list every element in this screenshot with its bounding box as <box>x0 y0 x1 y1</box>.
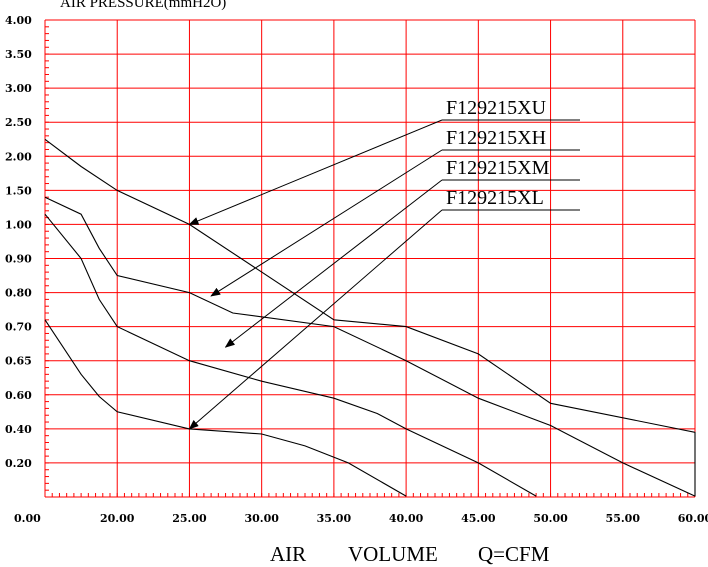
legend-pointer-arrow <box>188 119 443 225</box>
y-tick-label: 2.50 <box>5 116 32 129</box>
x-tick-label: 40.00 <box>389 512 424 525</box>
x-axis-title-part: Q=CFM <box>478 542 550 566</box>
y-tick-label: 3.50 <box>5 48 32 61</box>
curves <box>44 138 696 497</box>
axis-ticks: 0.00 20.00 25.00 30.00 35.00 40.00 45.00 50.00 5… <box>5 14 708 525</box>
x-axis-title: AIR VOLUME Q=CFM <box>270 542 550 566</box>
y-tick-label: 4.00 <box>5 14 32 27</box>
legend-label: F129215XM <box>446 157 550 179</box>
x-tick-label: 60.00 <box>678 512 708 525</box>
legend: F129215XU F129215XH F129215XM F129215XL <box>188 97 580 430</box>
y-tick-label: 0.90 <box>5 253 32 266</box>
y-tick-label: 0.40 <box>5 423 32 436</box>
x-tick-label: 45.00 <box>461 512 496 525</box>
y-tick-label: 0.20 <box>5 457 32 470</box>
y-tick-label: 1.50 <box>5 184 32 197</box>
y-tick-label: 0.65 <box>5 355 32 368</box>
legend-pointer-arrow <box>210 149 443 297</box>
legend-label: F129215XU <box>446 97 547 119</box>
x-tick-label: 0.00 <box>14 512 41 525</box>
legend-pointer-arrow <box>188 209 443 430</box>
series-line <box>44 319 407 497</box>
x-axis-title-part: AIR <box>270 542 306 566</box>
y-tick-label: 0.80 <box>5 287 32 300</box>
y-axis-title: AIR PRESSURE(mmH2O) <box>60 0 226 11</box>
x-tick-label: 35.00 <box>317 512 352 525</box>
x-tick-label: 55.00 <box>606 512 641 525</box>
legend-label: F129215XL <box>446 187 544 209</box>
x-axis-title-part: VOLUME <box>348 542 438 566</box>
series-line <box>44 213 537 497</box>
series-line <box>44 196 696 497</box>
x-tick-label: 25.00 <box>172 512 207 525</box>
y-tick-label: 3.00 <box>5 82 32 95</box>
y-tick-label: 0.60 <box>5 389 32 402</box>
legend-pointer-arrow <box>224 179 443 348</box>
y-tick-label: 2.00 <box>5 150 32 163</box>
grid <box>44 19 696 498</box>
x-tick-label: 20.00 <box>100 512 135 525</box>
legend-label: F129215XH <box>446 127 546 149</box>
x-tick-label: 30.00 <box>244 512 279 525</box>
series-line <box>44 138 696 497</box>
x-tick-label: 50.00 <box>533 512 568 525</box>
y-tick-label: 0.70 <box>5 321 32 334</box>
y-tick-label: 1.00 <box>5 218 32 231</box>
